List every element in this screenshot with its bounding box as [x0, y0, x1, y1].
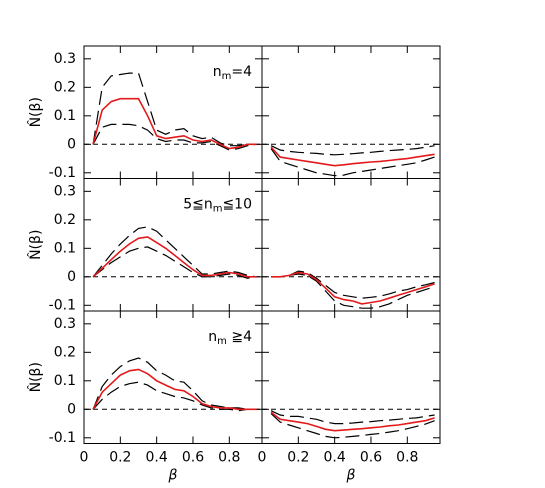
y-tick-label: 0.2 — [54, 212, 76, 228]
annotation-part: ≦10 — [222, 197, 252, 213]
x-tick-label: 0.8 — [396, 450, 418, 466]
panel-annotation: nm=4 — [213, 64, 252, 82]
panel-frame — [261, 310, 441, 444]
annotation-part: =4 — [231, 64, 252, 80]
series-line — [270, 146, 435, 167]
series-line — [270, 413, 435, 439]
series-line — [270, 145, 435, 156]
annotation-part: m — [222, 71, 232, 82]
series-line — [92, 357, 257, 410]
x-axis-label: β — [346, 468, 356, 484]
x-tick-label: 0.6 — [182, 450, 204, 466]
y-tick-label: 0.1 — [54, 240, 76, 256]
x-tick-label: 0 — [80, 450, 89, 466]
series-line — [92, 236, 257, 278]
annotation-part: n — [213, 64, 222, 80]
y-tick-label: 0.3 — [54, 316, 76, 332]
y-tick-label: 0 — [67, 136, 76, 152]
panel-annotation: nm ≧4 — [208, 329, 252, 347]
y-axis-label: N̂(β) — [27, 97, 44, 127]
series-line — [271, 273, 435, 309]
y-tick-label: 0.1 — [54, 108, 76, 124]
series-line — [270, 410, 435, 425]
x-axis-label: β — [168, 468, 178, 484]
y-axis-label: N̂(β) — [27, 362, 44, 392]
y-tick-label: -0.1 — [49, 430, 76, 446]
y-tick-label: 0.1 — [54, 373, 76, 389]
y-tick-label: 0 — [67, 401, 76, 417]
x-tick-label: 0.6 — [360, 450, 382, 466]
x-tick-label: 0.8 — [218, 450, 240, 466]
annotation-part: m — [213, 204, 223, 215]
x-tick-label: 0.4 — [146, 450, 168, 466]
series-line — [271, 271, 435, 305]
x-tick-label: 0.2 — [287, 450, 309, 466]
x-tick-label: 0 — [258, 450, 267, 466]
series-line — [92, 97, 257, 150]
series-line — [270, 411, 435, 432]
annotation-part: 5≦n — [183, 197, 213, 213]
annotation-part: n — [208, 329, 217, 345]
panel-annotation: 5≦nm≦10 — [183, 197, 252, 215]
y-tick-label: -0.1 — [49, 165, 76, 181]
series-line — [92, 226, 257, 278]
annotation-part: m — [217, 336, 227, 347]
y-tick-label: 0 — [67, 269, 76, 285]
x-tick-label: 0.2 — [109, 450, 131, 466]
series-line — [270, 148, 435, 177]
series-line — [92, 72, 257, 147]
y-tick-label: 0.3 — [54, 51, 76, 67]
x-tick-label: 0.4 — [324, 450, 346, 466]
y-tick-label: -0.1 — [49, 297, 76, 313]
y-tick-label: 0.2 — [54, 79, 76, 95]
series-line — [92, 246, 257, 279]
y-tick-label: 0.2 — [54, 344, 76, 360]
series-line — [92, 381, 257, 412]
series-line — [271, 270, 435, 299]
series-line — [92, 368, 257, 411]
y-axis-label: N̂(β) — [27, 230, 44, 260]
annotation-part: ≧4 — [227, 329, 252, 345]
y-tick-label: 0.3 — [54, 183, 76, 199]
